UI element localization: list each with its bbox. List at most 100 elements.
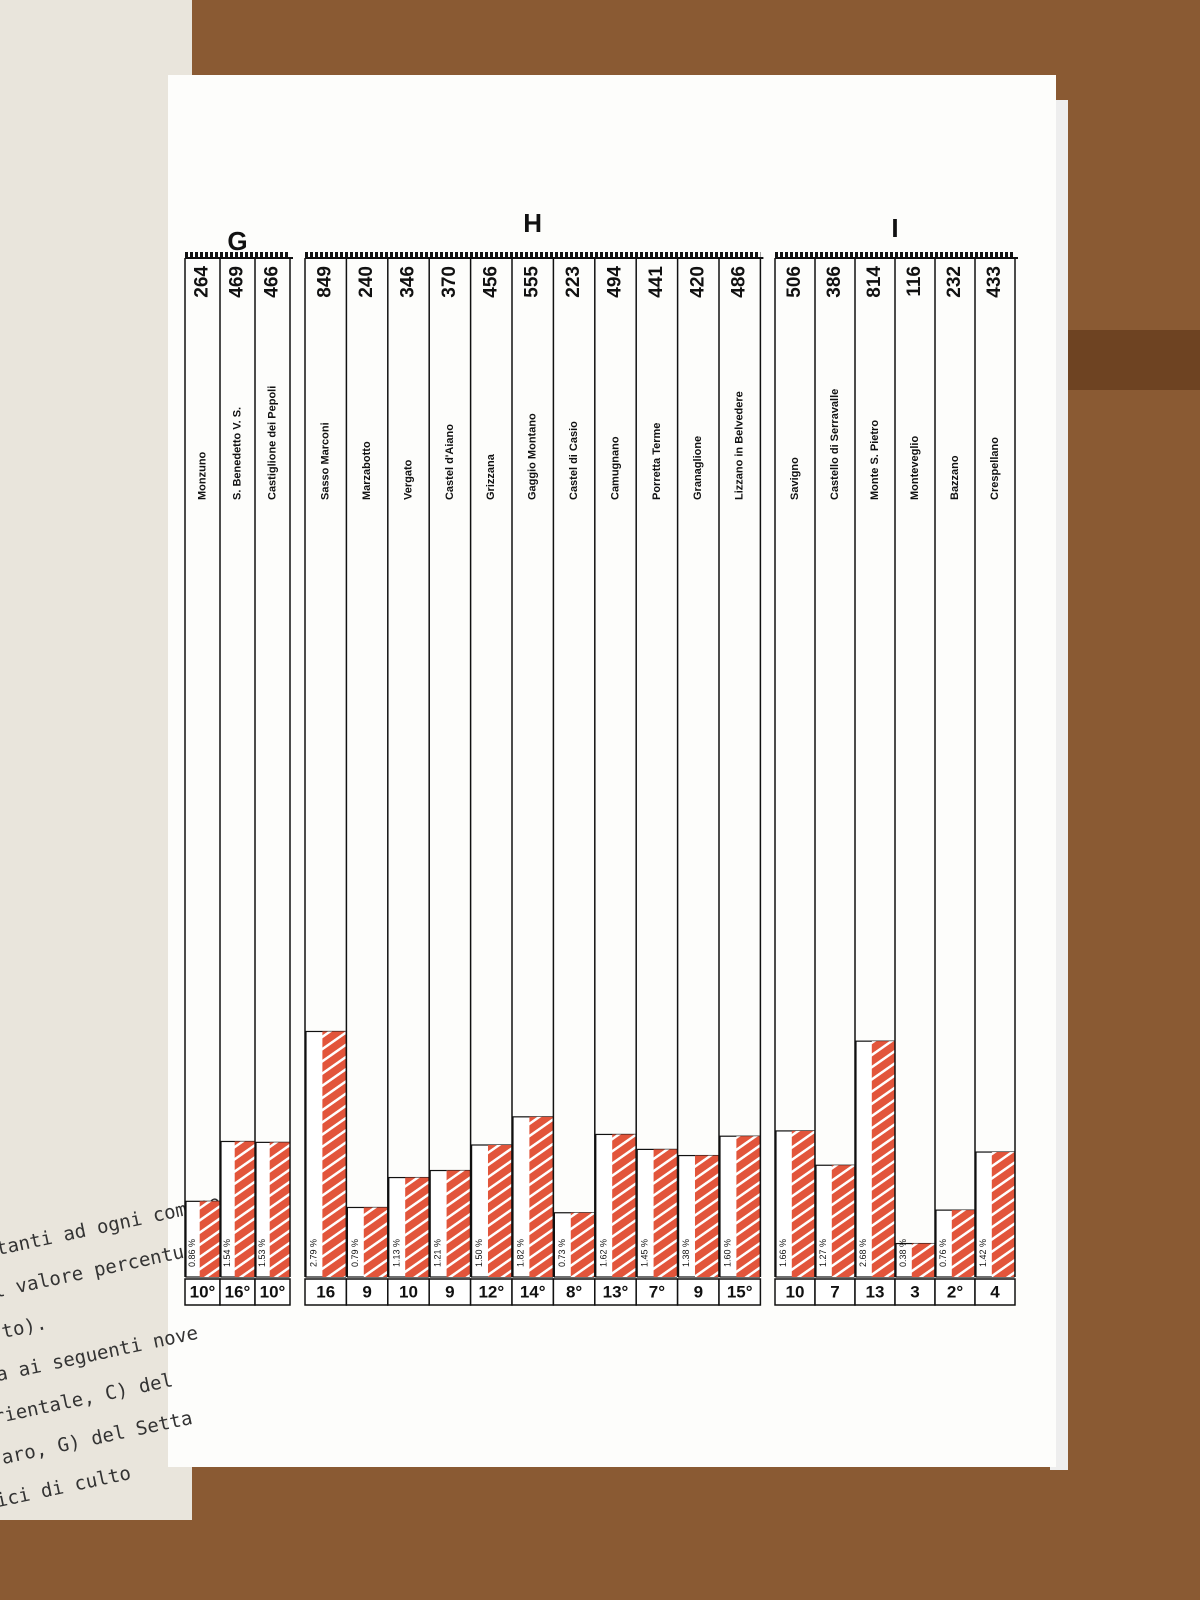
value-label: 1.62 % [598,1239,608,1267]
count-label: 386 [824,266,845,298]
count-label: 456 [480,266,501,298]
bar [363,1207,387,1277]
municipality-name: Castiglione dei Pepoli [266,386,278,500]
bar [446,1170,470,1277]
bar [653,1149,677,1277]
rank-box [254,1278,291,1306]
municipality-name: Monteveglio [909,436,921,500]
bar [487,1145,512,1277]
rank-label: 15° [727,1282,753,1301]
bar [736,1136,760,1277]
count-label: 223 [563,266,584,298]
rank-box [387,1278,430,1306]
rank-box [219,1278,256,1306]
count-label: 469 [227,266,248,298]
value-label: 0.38 % [898,1239,908,1267]
count-label: 116 [904,266,925,297]
municipality-name: Castel d'Aiano [444,424,456,500]
rank-label: 7 [830,1282,839,1301]
rank-label: 13 [866,1282,885,1301]
value-label: 1.60 % [722,1239,732,1267]
rank-label: 9 [694,1282,703,1301]
chart: G 264 Monzuno 0.86 % 10° 469 S. Benedetto V. S… [184,208,1018,1306]
rank-label: 8° [566,1282,582,1301]
value-label: 1.45 % [640,1239,650,1267]
value-label: 1.13 % [391,1239,401,1267]
rank-box [974,1278,1016,1306]
bar [871,1041,895,1277]
count-label: 370 [439,266,460,298]
group-title: H [523,208,542,238]
rank-label: 4 [990,1282,1000,1301]
count-label: 506 [784,266,805,298]
municipality-name: Grizzana [485,453,497,500]
rank-box [184,1278,221,1306]
count-label: 264 [192,266,213,298]
value-label: 1.54 % [222,1239,232,1267]
bar [911,1243,935,1277]
municipality-name: Castel di Casio [568,421,580,500]
value-label: 1.42 % [978,1239,988,1267]
header-ticks [775,252,1015,259]
count-label: 420 [687,266,708,298]
count-label: 555 [522,266,543,298]
value-label: 0.86 % [187,1239,197,1267]
municipality-name: Monzuno [196,451,208,500]
bar [529,1116,553,1277]
count-label: 240 [356,266,377,298]
rank-label: 16 [316,1282,335,1301]
municipality-name: Marzabotto [361,441,373,500]
bar [570,1212,594,1277]
rank-label: 2° [947,1282,963,1301]
rank-label: 10 [399,1282,418,1301]
municipality-name: S. Benedetto V. S. [231,407,243,500]
rank-box [469,1278,513,1306]
bar [991,1152,1015,1277]
rank-box [635,1278,679,1306]
wood-grain [1055,330,1200,390]
municipality-name: Granaglione [692,436,704,500]
value-label: 1.27 % [818,1239,828,1267]
municipality-name: Porretta Terme [651,423,663,500]
rank-label: 3 [910,1282,919,1301]
bar [951,1210,975,1277]
rank-label: 9 [445,1282,454,1301]
bar [322,1031,346,1277]
rank-box [552,1278,596,1306]
municipality-name: Sasso Marconi [320,422,332,500]
bar [791,1130,815,1277]
rank-box [345,1278,389,1306]
rank-label: 14° [520,1282,546,1301]
bar [612,1134,636,1277]
bar [405,1177,429,1277]
value-label: 1.38 % [681,1239,691,1267]
count-label: 494 [605,266,626,298]
count-label: 441 [646,266,667,298]
rank-label: 13° [603,1282,629,1301]
municipality-name: Crespellano [989,437,1001,500]
rank-label: 7° [649,1282,665,1301]
rank-label: 10 [786,1282,805,1301]
header-ticks [305,252,761,259]
group-title: G [227,226,247,256]
municipality-name: Camugnano [609,436,621,500]
municipality-name: Monte S. Pietro [869,420,881,500]
count-label: 433 [984,266,1005,298]
municipality-name: Castello di Serravalle [829,389,841,500]
value-label: 1.82 % [515,1239,525,1267]
bar [234,1141,255,1277]
value-label: 1.53 % [257,1239,267,1267]
count-label: 814 [864,266,885,298]
count-label: 486 [729,266,750,298]
count-label: 466 [262,266,283,298]
rank-box [894,1278,936,1306]
rank-box [774,1278,816,1306]
value-label: 1.66 % [778,1239,788,1267]
bar [694,1155,719,1277]
bar [199,1201,220,1277]
municipality-name: Gaggio Montano [527,413,539,500]
rank-label: 10° [190,1282,216,1301]
rank-label: 16° [225,1282,251,1301]
bar [831,1165,855,1277]
